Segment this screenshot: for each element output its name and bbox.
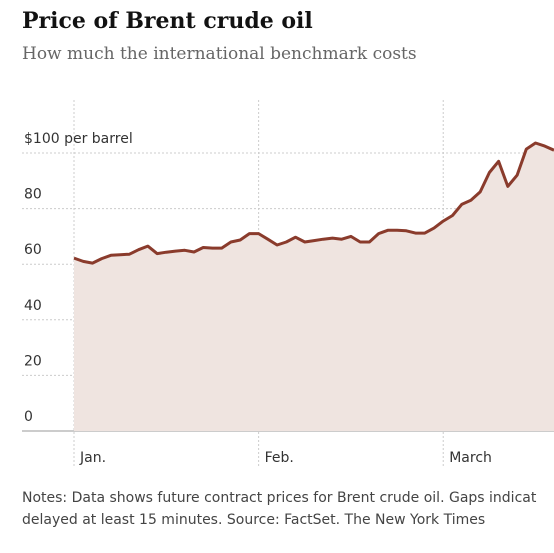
line <box>73 141 554 265</box>
chart-title: Price of Brent crude oil <box>22 8 313 34</box>
x-tick-label: Feb. <box>265 450 294 466</box>
note: Notes: Data shows future contract prices… <box>22 490 537 506</box>
y-tick-label: 20 <box>24 353 42 369</box>
y-tick-label: 40 <box>24 298 42 314</box>
area <box>74 143 554 431</box>
y-tick-label: 60 <box>24 242 42 258</box>
x-tick-label: Jan. <box>79 450 106 466</box>
chart-subtitle: How much the international benchmark cos… <box>22 44 417 64</box>
y-tick-label: $100 per barrel <box>24 131 133 147</box>
x-tick-label: March <box>449 450 492 466</box>
y-tick-label: 80 <box>24 187 42 203</box>
y-tick-label: 0 <box>24 409 33 425</box>
note: delayed at least 15 minutes. Source: Fac… <box>22 512 485 528</box>
